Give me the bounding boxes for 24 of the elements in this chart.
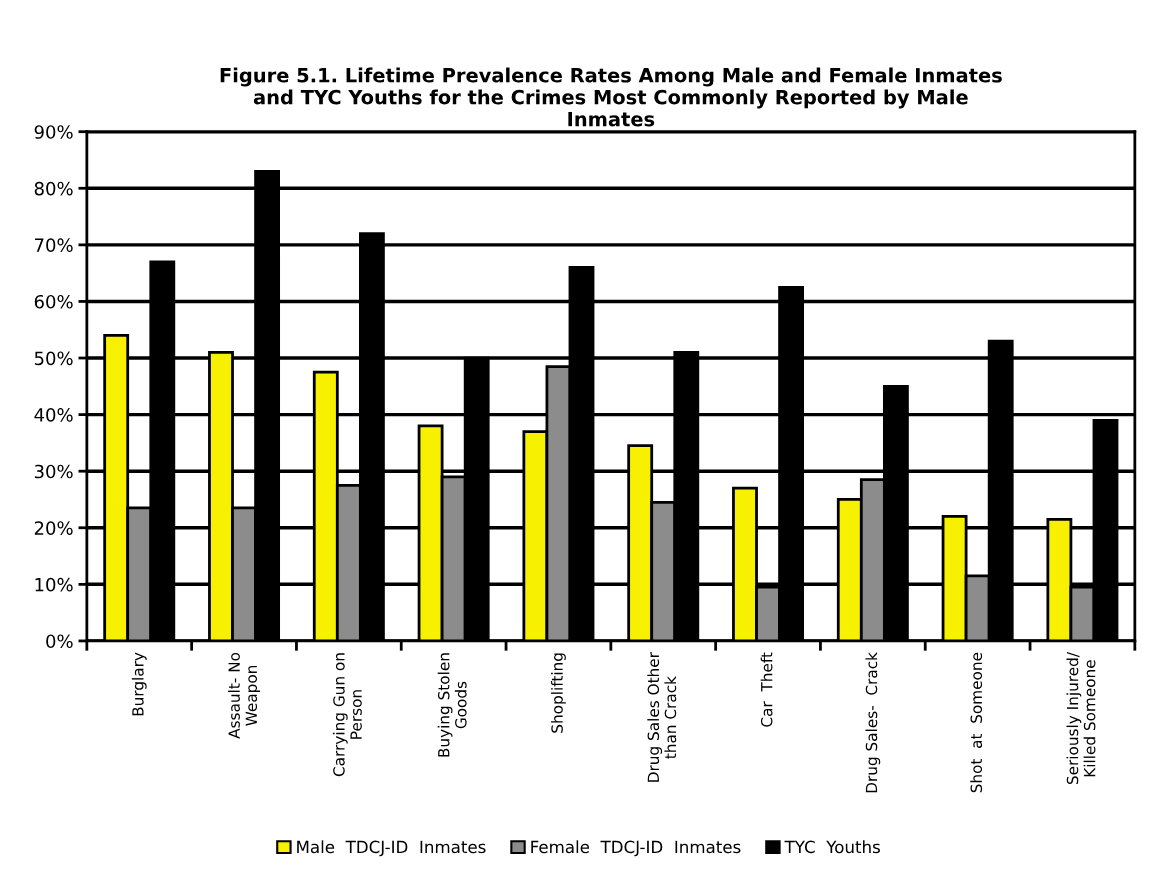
y-tick-label: 80% (34, 181, 73, 196)
x-tick-label: Shot at Someone (970, 652, 983, 793)
x-tick-label: Shoplifting (551, 653, 566, 733)
legend-label: Male TDCJ-ID Inmates (297, 840, 486, 857)
x-tick-label: Carrying Gun on Person (332, 653, 362, 777)
legend-label: TYC Youths (784, 840, 880, 854)
x-tick-label: Drug Sales Other than Crack (647, 652, 677, 782)
legend-label: Female TDCJ-ID Inmates (531, 840, 741, 857)
x-tick-label: Car Theft (760, 652, 773, 727)
y-tick-label: 40% (34, 408, 73, 422)
y-tick-label: 60% (34, 294, 73, 309)
y-tick-label: 10% (35, 577, 73, 592)
x-tick-label: Drug Sales- Crack (865, 652, 881, 793)
x-tick-label: Buying Stolen Goods (437, 653, 467, 757)
chart-title: Figure 5.1. Lifetime Prevalence Rates Among Male and Female Inmates and TYC Youths for the Crimes Most Commonly Reported by Male Inmates (220, 67, 1002, 127)
y-tick-label: 20% (34, 521, 73, 535)
x-tick-label: Burglary (131, 652, 147, 716)
y-tick-label: 70% (35, 238, 73, 252)
y-tick-label: 30% (34, 464, 73, 479)
x-tick-label: Seriously Injured/ Killed Someone (1066, 652, 1096, 785)
y-tick-label: 0% (46, 634, 73, 649)
y-tick-label: 50% (34, 351, 73, 366)
x-tick-label: Assault- No Weapon (228, 652, 260, 739)
y-tick-label: 90% (34, 125, 73, 139)
